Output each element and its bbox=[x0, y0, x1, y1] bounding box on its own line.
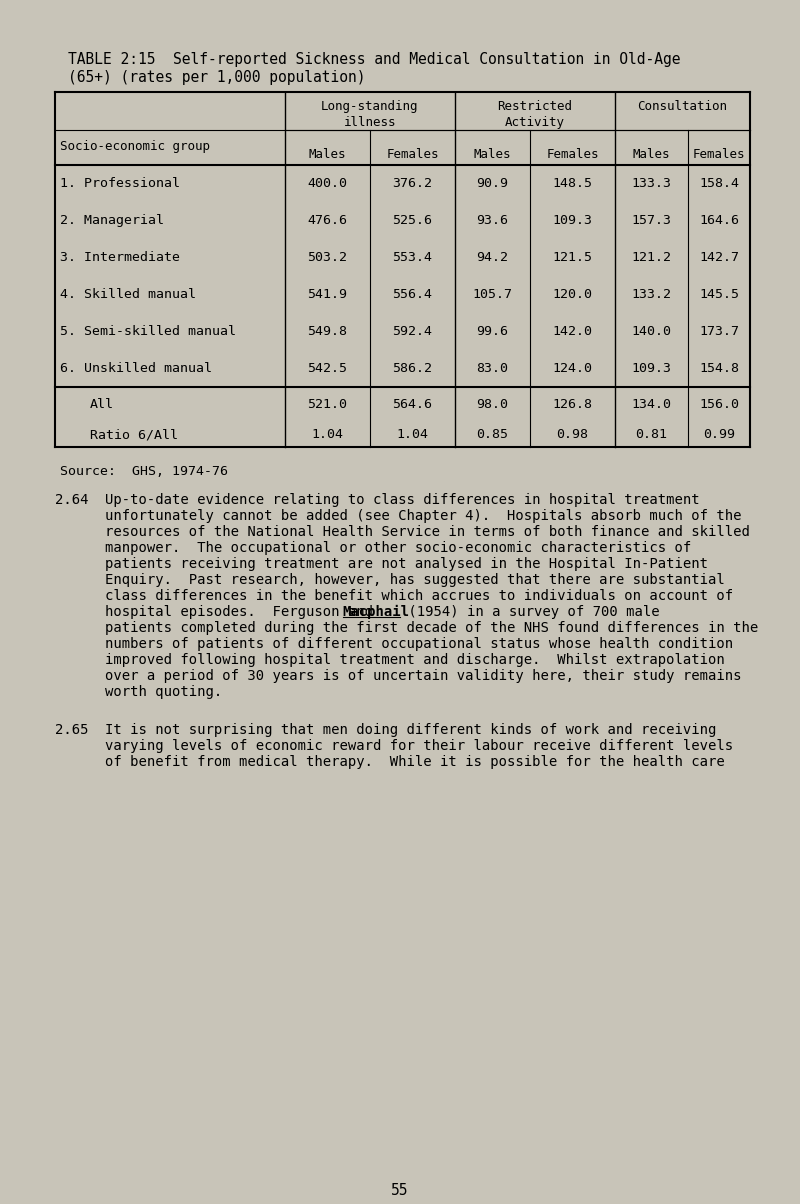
Text: Ratio 6/All: Ratio 6/All bbox=[90, 427, 178, 441]
Text: varying levels of economic reward for their labour receive different levels: varying levels of economic reward for th… bbox=[105, 739, 733, 752]
Text: Socio-economic group: Socio-economic group bbox=[60, 140, 210, 153]
Text: 93.6: 93.6 bbox=[477, 214, 509, 228]
Text: (1954) in a survey of 700 male: (1954) in a survey of 700 male bbox=[400, 604, 660, 619]
Text: 525.6: 525.6 bbox=[393, 214, 433, 228]
Text: 376.2: 376.2 bbox=[393, 177, 433, 190]
Text: Activity: Activity bbox=[505, 116, 565, 129]
Text: Restricted: Restricted bbox=[498, 100, 573, 113]
Text: of benefit from medical therapy.  While it is possible for the health care: of benefit from medical therapy. While i… bbox=[105, 755, 725, 769]
Text: Enquiry.  Past research, however, has suggested that there are substantial: Enquiry. Past research, however, has sug… bbox=[105, 573, 725, 588]
Text: Males: Males bbox=[633, 148, 670, 161]
Text: 476.6: 476.6 bbox=[307, 214, 347, 228]
Text: 109.3: 109.3 bbox=[631, 362, 671, 374]
Text: 140.0: 140.0 bbox=[631, 325, 671, 338]
Text: It is not surprising that men doing different kinds of work and receiving: It is not surprising that men doing diff… bbox=[105, 722, 716, 737]
Text: All: All bbox=[90, 399, 114, 411]
Text: 94.2: 94.2 bbox=[477, 250, 509, 264]
Text: 400.0: 400.0 bbox=[307, 177, 347, 190]
Text: illness: illness bbox=[344, 116, 396, 129]
Text: 0.85: 0.85 bbox=[477, 427, 509, 441]
Text: 148.5: 148.5 bbox=[553, 177, 593, 190]
Text: Males: Males bbox=[309, 148, 346, 161]
Text: 1.04: 1.04 bbox=[397, 427, 429, 441]
Text: 2. Managerial: 2. Managerial bbox=[60, 214, 164, 228]
Text: 158.4: 158.4 bbox=[699, 177, 739, 190]
Text: 173.7: 173.7 bbox=[699, 325, 739, 338]
Text: Up-to-date evidence relating to class differences in hospital treatment: Up-to-date evidence relating to class di… bbox=[105, 492, 700, 507]
Text: 99.6: 99.6 bbox=[477, 325, 509, 338]
Text: 503.2: 503.2 bbox=[307, 250, 347, 264]
Text: 541.9: 541.9 bbox=[307, 288, 347, 301]
Text: 124.0: 124.0 bbox=[553, 362, 593, 374]
Text: Source:  GHS, 1974-76: Source: GHS, 1974-76 bbox=[60, 465, 228, 478]
Text: 133.3: 133.3 bbox=[631, 177, 671, 190]
Text: 2.64: 2.64 bbox=[55, 492, 89, 507]
Text: Macphail: Macphail bbox=[342, 604, 410, 619]
Text: 83.0: 83.0 bbox=[477, 362, 509, 374]
Text: 105.7: 105.7 bbox=[473, 288, 513, 301]
Text: unfortunately cannot be added (see Chapter 4).  Hospitals absorb much of the: unfortunately cannot be added (see Chapt… bbox=[105, 509, 742, 523]
Text: 98.0: 98.0 bbox=[477, 399, 509, 411]
Text: 120.0: 120.0 bbox=[553, 288, 593, 301]
Text: over a period of 30 years is of uncertain validity here, their study remains: over a period of 30 years is of uncertai… bbox=[105, 669, 742, 683]
Text: 134.0: 134.0 bbox=[631, 399, 671, 411]
Text: class differences in the benefit which accrues to individuals on account of: class differences in the benefit which a… bbox=[105, 589, 733, 603]
Text: numbers of patients of different occupational status whose health condition: numbers of patients of different occupat… bbox=[105, 637, 733, 651]
Text: 164.6: 164.6 bbox=[699, 214, 739, 228]
Text: 1.04: 1.04 bbox=[311, 427, 343, 441]
Text: 6. Unskilled manual: 6. Unskilled manual bbox=[60, 362, 212, 374]
Text: 521.0: 521.0 bbox=[307, 399, 347, 411]
Text: Females: Females bbox=[693, 148, 746, 161]
Text: 0.99: 0.99 bbox=[703, 427, 735, 441]
Text: 156.0: 156.0 bbox=[699, 399, 739, 411]
Text: resources of the National Health Service in terms of both finance and skilled: resources of the National Health Service… bbox=[105, 525, 750, 539]
Text: improved following hospital treatment and discharge.  Whilst extrapolation: improved following hospital treatment an… bbox=[105, 653, 725, 667]
Text: 3. Intermediate: 3. Intermediate bbox=[60, 250, 180, 264]
Text: Females: Females bbox=[386, 148, 438, 161]
Text: 142.7: 142.7 bbox=[699, 250, 739, 264]
Text: (65+) (rates per 1,000 population): (65+) (rates per 1,000 population) bbox=[68, 70, 366, 85]
Text: 586.2: 586.2 bbox=[393, 362, 433, 374]
Text: 90.9: 90.9 bbox=[477, 177, 509, 190]
Text: 0.98: 0.98 bbox=[557, 427, 589, 441]
Text: hospital episodes.  Ferguson and: hospital episodes. Ferguson and bbox=[105, 604, 382, 619]
Text: 553.4: 553.4 bbox=[393, 250, 433, 264]
Text: 145.5: 145.5 bbox=[699, 288, 739, 301]
Text: 0.81: 0.81 bbox=[635, 427, 667, 441]
Text: patients receiving treatment are not analysed in the Hospital In-Patient: patients receiving treatment are not ana… bbox=[105, 557, 708, 571]
Text: 1. Professional: 1. Professional bbox=[60, 177, 180, 190]
Text: 5. Semi-skilled manual: 5. Semi-skilled manual bbox=[60, 325, 236, 338]
Text: Males: Males bbox=[474, 148, 511, 161]
Text: 592.4: 592.4 bbox=[393, 325, 433, 338]
Text: 109.3: 109.3 bbox=[553, 214, 593, 228]
Text: 55: 55 bbox=[391, 1184, 409, 1198]
Text: Females: Females bbox=[546, 148, 598, 161]
Text: 542.5: 542.5 bbox=[307, 362, 347, 374]
Text: 556.4: 556.4 bbox=[393, 288, 433, 301]
Text: manpower.  The occupational or other socio-economic characteristics of: manpower. The occupational or other soci… bbox=[105, 541, 691, 555]
Text: worth quoting.: worth quoting. bbox=[105, 685, 222, 700]
Text: hospital episodes.  Ferguson and: hospital episodes. Ferguson and bbox=[105, 604, 382, 619]
Text: 121.5: 121.5 bbox=[553, 250, 593, 264]
Text: 2.65: 2.65 bbox=[55, 722, 89, 737]
Text: 564.6: 564.6 bbox=[393, 399, 433, 411]
Text: Consultation: Consultation bbox=[638, 100, 727, 113]
Text: 4. Skilled manual: 4. Skilled manual bbox=[60, 288, 196, 301]
Text: Long-standing: Long-standing bbox=[322, 100, 418, 113]
Text: patients completed during the first decade of the NHS found differences in the: patients completed during the first deca… bbox=[105, 621, 758, 635]
Text: 157.3: 157.3 bbox=[631, 214, 671, 228]
Text: 154.8: 154.8 bbox=[699, 362, 739, 374]
Text: 133.2: 133.2 bbox=[631, 288, 671, 301]
Text: 126.8: 126.8 bbox=[553, 399, 593, 411]
Text: 142.0: 142.0 bbox=[553, 325, 593, 338]
Text: 549.8: 549.8 bbox=[307, 325, 347, 338]
Text: TABLE 2:15  Self-reported Sickness and Medical Consultation in Old-Age: TABLE 2:15 Self-reported Sickness and Me… bbox=[68, 52, 681, 67]
Text: 121.2: 121.2 bbox=[631, 250, 671, 264]
